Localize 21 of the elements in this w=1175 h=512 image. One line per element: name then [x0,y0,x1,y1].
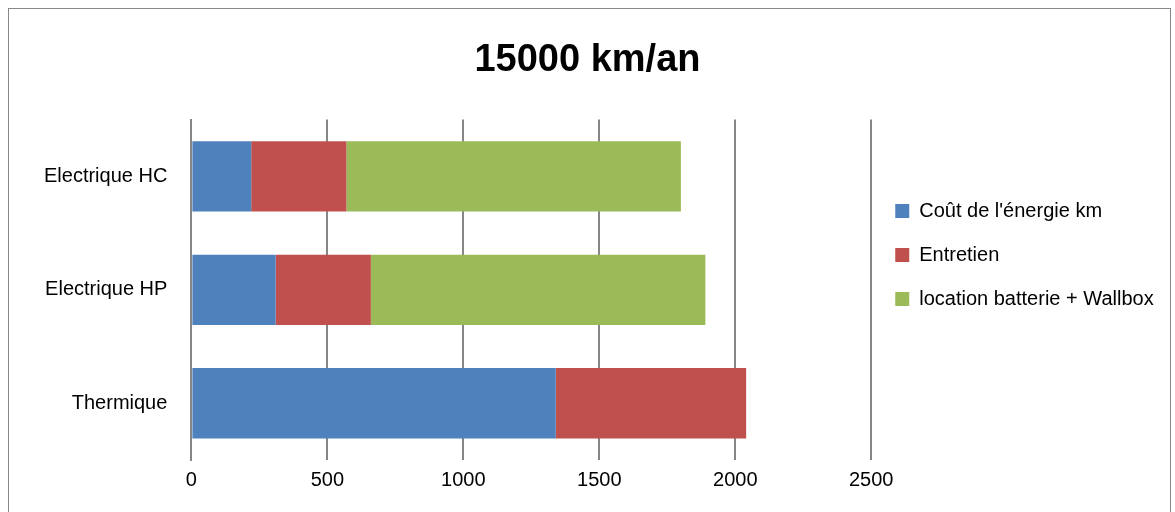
bar [346,141,681,212]
bar [192,141,252,212]
x-tick-label: 0 [185,467,197,490]
legend-label: Entretien [919,242,1000,265]
y-tick-label: Thermique [71,390,168,413]
x-tick-label: 2500 [849,467,894,490]
legend-label: location batterie + Wallbox [919,286,1154,309]
legend-label: Coût de l'énergie km [919,198,1103,221]
bar [192,368,556,439]
x-tick-label: 1000 [441,467,486,490]
bar [192,254,276,325]
bar [370,254,706,325]
x-tick-label: 500 [310,467,345,490]
y-tick-label: Electrique HC [43,163,168,186]
bar [275,254,371,325]
chart-title: 15000 km/an [474,37,701,80]
x-tick-label: 2000 [713,467,758,490]
bar [555,368,747,439]
x-tick-label: 1500 [577,467,622,490]
y-tick-label: Electrique HP [45,277,168,300]
bar [251,141,347,212]
